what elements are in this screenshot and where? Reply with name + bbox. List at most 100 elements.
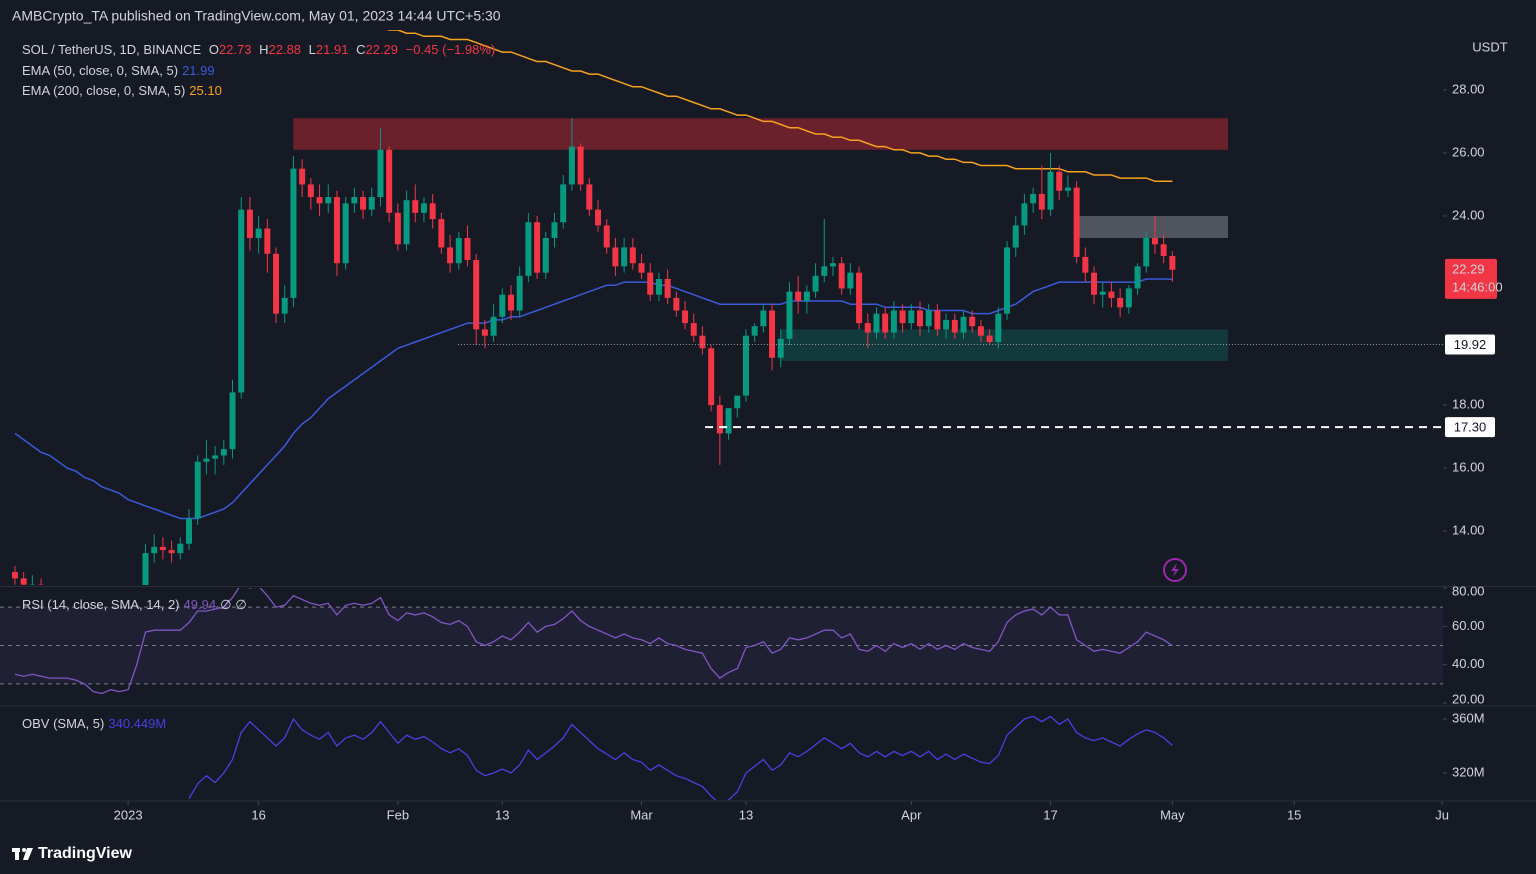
candle-body bbox=[394, 212, 401, 245]
candle-body bbox=[934, 310, 941, 330]
y-tick-label: 360M bbox=[1452, 710, 1485, 725]
currency-label: USDT bbox=[1472, 39, 1507, 54]
x-tick-label: Mar bbox=[630, 807, 653, 822]
candle-body bbox=[20, 578, 27, 585]
y-tick-label: 40.00 bbox=[1452, 656, 1485, 671]
indicator-line bbox=[14, 588, 1173, 695]
candle-body bbox=[1108, 291, 1115, 298]
ema-value: 25.10 bbox=[189, 83, 222, 98]
candle-body bbox=[203, 458, 210, 462]
candle-body bbox=[621, 247, 628, 267]
symbol: SOL / TetherUS, 1D, BINANCE bbox=[22, 42, 202, 57]
candle-body bbox=[664, 278, 671, 298]
ohlc-key: L bbox=[308, 42, 316, 57]
candle-body bbox=[847, 272, 854, 289]
last-price: 22.29 bbox=[1452, 261, 1485, 276]
indicator-line bbox=[188, 715, 1173, 800]
rsi-extra: ∅ bbox=[220, 597, 232, 612]
candle-body bbox=[603, 225, 610, 248]
candle-body bbox=[246, 209, 253, 239]
y-tick-label: 320M bbox=[1452, 764, 1485, 779]
y-tick-label: 24.00 bbox=[1452, 207, 1485, 222]
symbol-legend: SOL / TetherUS, 1D, BINANCE O22.73 H22.8… bbox=[22, 42, 499, 57]
x-tick-label: 13 bbox=[495, 807, 509, 822]
candle-body bbox=[1143, 238, 1150, 267]
x-tick-label: Feb bbox=[387, 807, 409, 822]
candle-body bbox=[577, 146, 584, 185]
candle-body bbox=[420, 203, 427, 213]
x-tick-label: May bbox=[1160, 807, 1185, 822]
candle-body bbox=[464, 238, 471, 261]
candle-body bbox=[1151, 238, 1158, 245]
candle-body bbox=[1012, 225, 1019, 248]
rsi-name: RSI (14, close, SMA, 14, 2) bbox=[22, 597, 180, 612]
level-label: 17.30 bbox=[1454, 420, 1487, 435]
rsi-legend: RSI (14, close, SMA, 14, 2) 49.94 ∅ ∅ bbox=[22, 597, 251, 613]
candle-body bbox=[307, 184, 314, 198]
candle-body bbox=[951, 319, 958, 333]
candle-body bbox=[1134, 266, 1141, 289]
candle-body bbox=[481, 329, 488, 336]
price-tag bbox=[1445, 258, 1497, 299]
candle-body bbox=[908, 310, 915, 324]
candle-body bbox=[647, 272, 654, 295]
y-tick-label: 14.00 bbox=[1452, 523, 1485, 538]
rsi-value: 49.94 bbox=[183, 597, 217, 612]
candle-body bbox=[386, 149, 393, 213]
ema-line bbox=[387, 30, 1173, 183]
candle-body bbox=[751, 326, 758, 336]
candle-body bbox=[1073, 187, 1080, 257]
candle-body bbox=[995, 313, 1002, 343]
candle-body bbox=[264, 228, 271, 254]
candle-body bbox=[403, 200, 410, 245]
ema200-legend: EMA (200, close, 0, SMA, 5) 25.10 bbox=[22, 83, 226, 98]
candle-body bbox=[925, 310, 932, 327]
candle-body bbox=[1021, 203, 1028, 226]
candle-body bbox=[186, 518, 193, 544]
candle-body bbox=[803, 291, 810, 302]
candle-body bbox=[299, 168, 306, 185]
candle-body bbox=[943, 319, 950, 330]
indicator-pane bbox=[188, 715, 1173, 800]
candle-body bbox=[316, 197, 323, 204]
candle-body bbox=[690, 323, 697, 336]
candle-body bbox=[281, 297, 288, 314]
candle-body bbox=[516, 275, 523, 311]
candle-body bbox=[673, 297, 680, 311]
y-tick-label: 80.00 bbox=[1452, 583, 1485, 598]
y-tick-label: 26.00 bbox=[1452, 144, 1485, 159]
candle-body bbox=[699, 335, 706, 349]
candle-body bbox=[342, 203, 349, 264]
candle-body bbox=[499, 294, 506, 317]
candle-body bbox=[969, 316, 976, 327]
y-tick-label: 20.00 bbox=[1452, 692, 1485, 707]
x-tick-label: 17 bbox=[1043, 807, 1057, 822]
ohlc-value: 22.29 bbox=[365, 42, 399, 57]
candle-body bbox=[1091, 272, 1098, 295]
y-tick-label: 18.00 bbox=[1452, 396, 1485, 411]
candle-body bbox=[542, 238, 549, 273]
zone bbox=[293, 118, 1229, 150]
candle-body bbox=[716, 405, 723, 434]
candle-body bbox=[568, 146, 575, 185]
ema-name: EMA (50, close, 0, SMA, 5) bbox=[22, 63, 179, 78]
candle-body bbox=[159, 546, 166, 551]
brand-logo bbox=[12, 848, 33, 860]
candle-body bbox=[786, 291, 793, 339]
candle-body bbox=[629, 247, 636, 264]
candle-body bbox=[177, 543, 184, 554]
candle-body bbox=[220, 449, 227, 456]
candle-body bbox=[638, 263, 645, 273]
candle-body bbox=[490, 316, 497, 336]
candle-body bbox=[447, 247, 454, 264]
y-tick-label: 28.00 bbox=[1452, 81, 1485, 96]
candle-body bbox=[838, 263, 845, 289]
ema50-legend: EMA (50, close, 0, SMA, 5) 21.99 bbox=[22, 63, 219, 78]
candle-body bbox=[1030, 193, 1037, 204]
candle-body bbox=[534, 222, 541, 273]
candle-body bbox=[777, 338, 784, 358]
ohlc-value: 21.91 bbox=[315, 42, 349, 57]
obv-legend: OBV (SMA, 5) 340.449M bbox=[22, 716, 170, 731]
candle-body bbox=[29, 584, 36, 585]
